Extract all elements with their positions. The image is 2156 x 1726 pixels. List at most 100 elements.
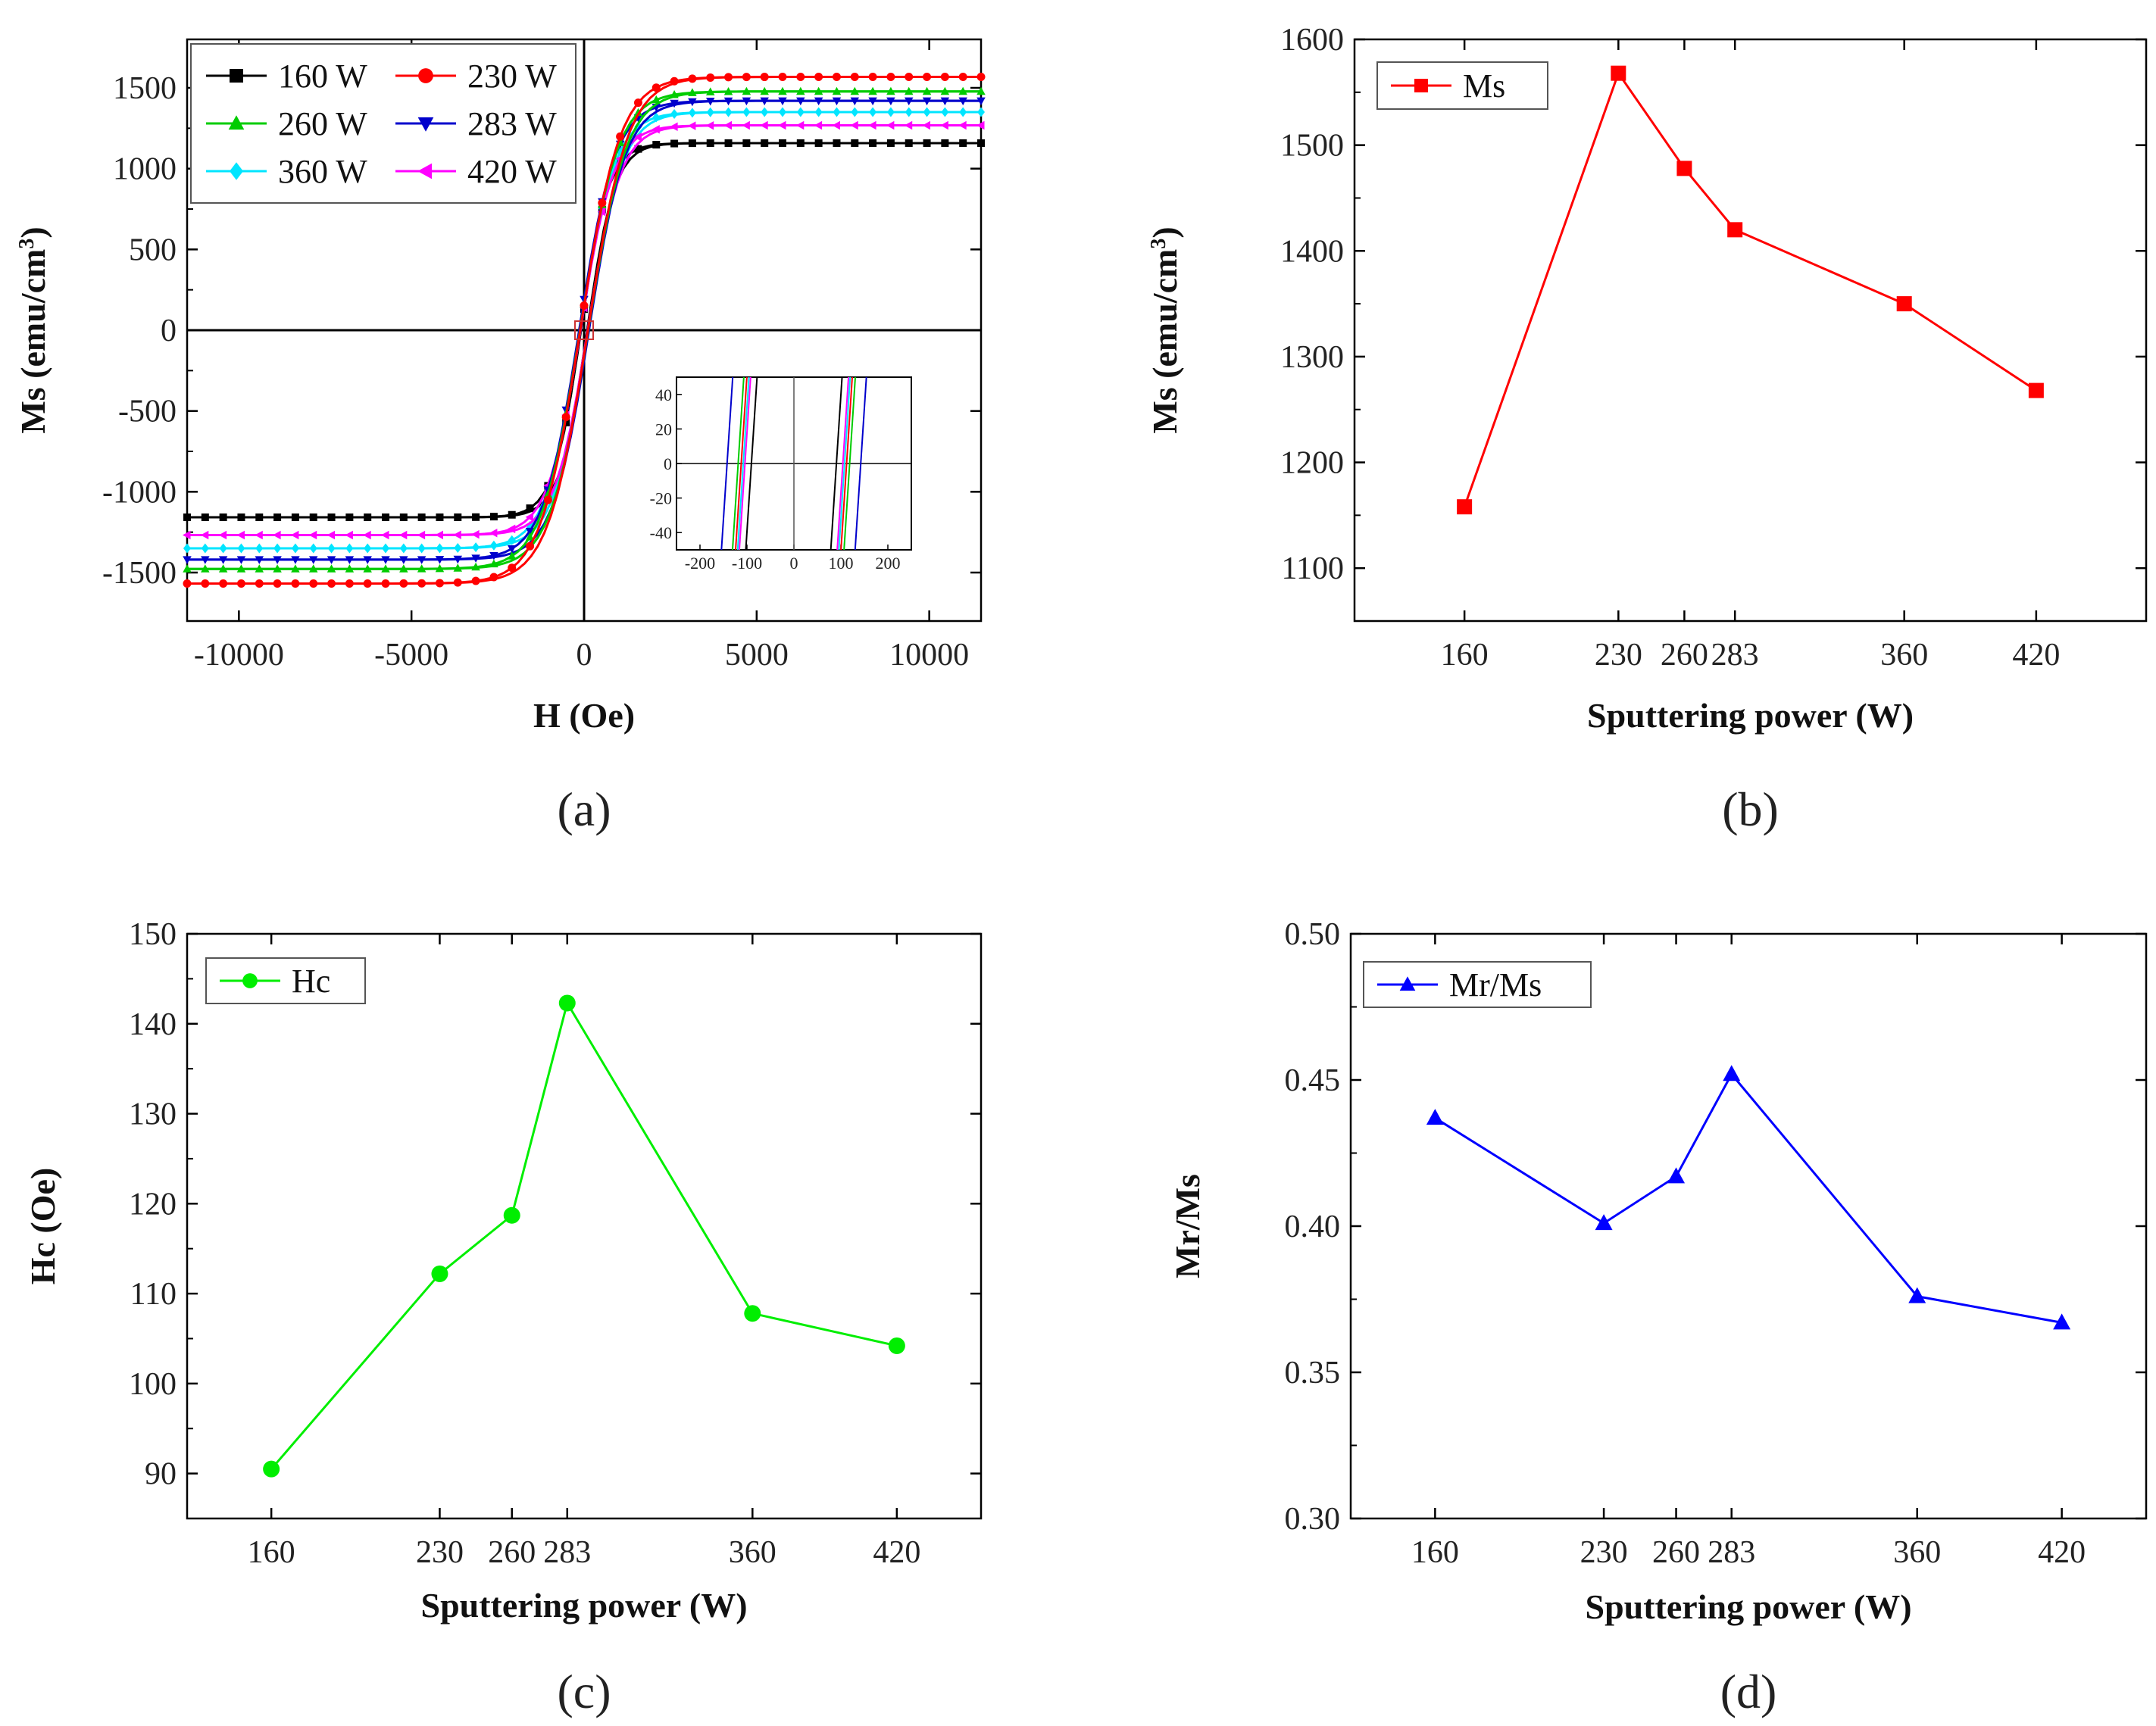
panel-a-loop-marker [633,98,642,108]
panel-a-loop-marker [201,564,210,573]
panel-d-data-point [1595,1214,1613,1231]
panel-a-ytick-label: 1500 [113,71,177,106]
panel-a-loop-marker [832,86,842,95]
panel-a-loop-marker [399,564,408,573]
panel-a-loop-marker [832,120,840,130]
panel-a-loop-marker [976,86,986,95]
panel-a-loop-marker [706,107,714,117]
panel-a-loop-marker [471,562,480,571]
panel-a-xtick-label: 10000 [889,638,969,673]
panel-a-loop-marker [327,513,336,522]
panel-a-loop-marker [742,97,751,106]
panel-a-loop-marker [959,139,967,147]
panel-a-loop-marker [219,543,227,554]
panel-a-loop-marker [923,107,931,117]
panel-c-legend-label: Hc [292,963,330,1000]
panel-a-loop-marker [705,87,715,95]
panel-a-loop-marker [833,107,841,117]
panel-a-loop-marker [958,120,967,130]
panel-a-loop-marker [868,86,877,95]
panel-a-loop-marker [183,556,192,564]
panel-a-legend-label: 420 W [467,153,557,190]
inset-loop-line [843,376,857,551]
panel-a-loop-marker [904,86,914,95]
panel-a-loop-marker [273,579,282,588]
panel-a-loop-marker [941,107,949,117]
panel-d-legend-marker [1399,976,1416,991]
panel-a-loop-marker [687,121,696,130]
panel-a-loop-marker [255,513,264,522]
panel-a-loop-marker [886,97,895,106]
panel-d-data-point [1723,1065,1741,1081]
panel-a-loop-marker [869,139,877,147]
panel-a-loop-marker [489,529,498,538]
panel-a-loop-marker [941,139,949,147]
panel-a-loop-marker [417,556,427,564]
panel-a-loop-marker [381,564,390,573]
panel-a-zoom-box [574,320,594,340]
panel-a-loop-marker [345,556,355,564]
panel-a-loop-marker [453,555,463,564]
panel-a-loop-marker [236,556,246,564]
panel-a-loop-marker [382,543,389,554]
panel-a-loop-marker [705,98,715,106]
panel-a-loop-marker [886,120,895,130]
panel-a-loop-marker [417,543,426,554]
panel-a-loop-marker [796,97,805,106]
panel-a-loop-marker [309,513,317,522]
panel-a-loop-marker [525,513,534,522]
panel-a-loop-marker [688,88,697,96]
panel-a-xtick-label: -10000 [194,638,284,673]
inset-loop-line [731,376,745,551]
panel-a-loop-marker [183,513,191,522]
panel-a-loop-marker [779,139,786,147]
panel-a-loop-marker [218,556,228,564]
panel-a-loop-marker [291,556,300,564]
panel-a-loop-marker [201,513,209,522]
panel-a-loop-marker [850,72,859,81]
panel-a-loop-marker [688,108,696,118]
panel-a-hysteresis: -10000 -5000 0 5000 10000-1500-1000-50005001… [14,38,986,836]
panel-a-loop-marker [670,139,679,148]
panel-a-loop-marker [508,535,516,545]
panel-a-loop-marker [778,97,787,106]
panel-a-loop-marker [183,579,192,588]
panel-c-xtick-label: 360 [729,1535,776,1570]
inset-loop-line [838,376,851,551]
panel-a-loop-marker [201,579,210,588]
panel-a-loop-marker [922,120,931,130]
panel-a-loop-marker [778,86,787,95]
inset-xtick-label: -200 [685,554,715,573]
panel-a-loop-marker [724,73,733,82]
inset-loop-line [734,376,748,551]
panel-a-ytick-label: 500 [129,233,177,267]
panel-a-loop-marker [670,99,679,108]
panel-b-legend-marker [1414,79,1428,92]
panel-a-ytick-label: -500 [118,395,177,429]
panel-a-loop-marker [723,97,733,106]
panel-c-data-point [744,1305,761,1322]
panel-a-loop-marker [327,579,336,588]
panel-a-loop-marker [814,139,823,147]
panel-a-loop-marker [851,107,859,117]
panel-a-loop-marker [616,132,625,141]
panel-a-loop-marker [778,120,786,130]
panel-c-legend-marker [242,973,258,988]
panel-a-loop-marker [399,513,408,522]
panel-a-loop-marker [236,564,246,573]
panel-d-data-point [1667,1167,1686,1184]
panel-a-loop-marker [255,579,264,588]
panel-a-loop-marker [417,579,427,588]
panel-c-xtick-label: 160 [248,1535,295,1570]
panel-a-loop-marker [814,120,823,130]
panel-a-loop-marker [454,543,462,554]
panel-c-xtick-label: 283 [543,1535,591,1570]
panel-a-loop-marker [761,107,769,117]
panel-a-loop-marker [345,579,354,588]
panel-a-loop-marker [508,510,516,519]
panel-a-loop-marker [850,120,858,130]
panel-c-data-point [431,1265,448,1282]
panel-a-loop-marker [399,579,408,588]
panel-d-xtick-label: 230 [1580,1535,1628,1570]
panel-a-loop-marker [327,543,336,554]
